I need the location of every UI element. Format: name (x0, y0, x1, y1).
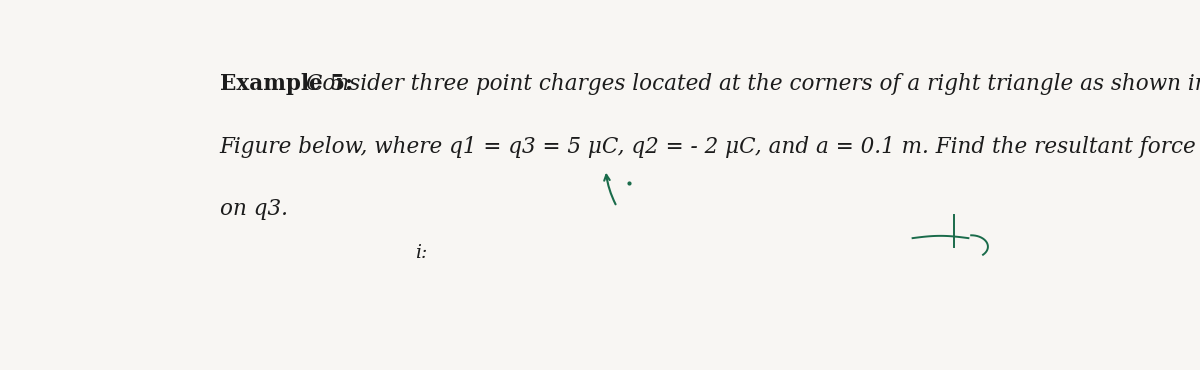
Text: Example 5:: Example 5: (220, 73, 353, 95)
Text: i:: i: (415, 244, 427, 262)
Text: Consider three point charges located at the corners of a right triangle as shown: Consider three point charges located at … (299, 73, 1200, 95)
Text: Figure below, where q1 = q3 = 5 μC, q2 = - 2 μC, and a = 0.1 m. Find the resulta: Figure below, where q1 = q3 = 5 μC, q2 =… (220, 135, 1200, 158)
Text: on q3.: on q3. (220, 198, 288, 220)
